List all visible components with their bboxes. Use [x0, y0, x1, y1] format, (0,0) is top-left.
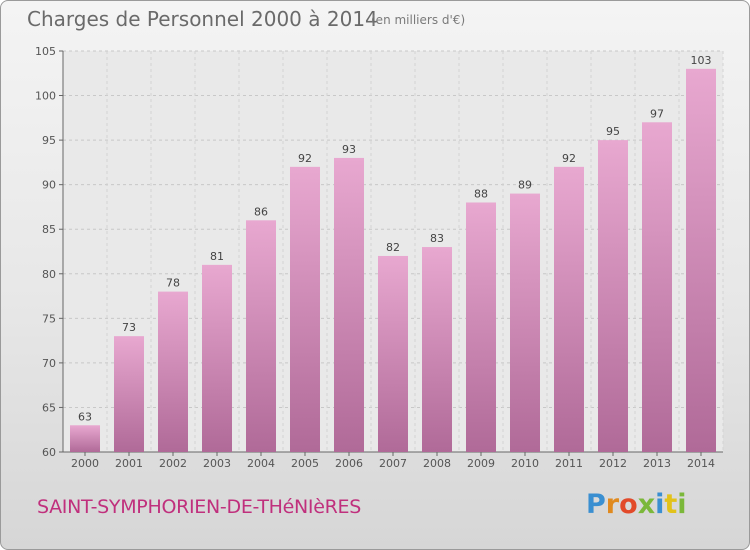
y-tick-label: 95 [42, 134, 56, 147]
x-tick-label: 2006 [335, 457, 363, 470]
y-tick-label: 85 [42, 223, 56, 236]
x-tick-label: 2012 [599, 457, 627, 470]
logo-letter: t [664, 489, 678, 520]
x-tick-label: 2010 [511, 457, 539, 470]
x-tick-label: 2001 [115, 457, 143, 470]
bars [70, 68, 716, 453]
chart-subtitle: (en milliers d'€) [371, 13, 466, 27]
x-tick-label: 2011 [555, 457, 583, 470]
data-label: 92 [562, 152, 576, 165]
x-tick-label: 2005 [291, 457, 319, 470]
x-tick-label: 2007 [379, 457, 407, 470]
bar [554, 166, 584, 452]
data-label: 78 [166, 277, 180, 290]
data-label: 103 [691, 54, 712, 67]
data-label: 97 [650, 107, 664, 120]
x-tick-label: 2002 [159, 457, 187, 470]
bar [510, 193, 540, 453]
y-tick-label: 105 [35, 45, 56, 58]
data-label: 82 [386, 241, 400, 254]
bar [466, 202, 496, 452]
bar [114, 336, 144, 452]
data-label: 83 [430, 232, 444, 245]
y-tick-label: 90 [42, 179, 56, 192]
logo-letter: i [655, 489, 665, 520]
data-label: 92 [298, 152, 312, 165]
y-tick-label: 60 [42, 446, 56, 459]
commune-name: SAINT-SYMPHORIEN-DE-THéNIèRES [37, 496, 361, 518]
data-label: 88 [474, 187, 488, 200]
bar [70, 425, 100, 452]
bar [246, 220, 276, 452]
y-tick-label: 65 [42, 401, 56, 414]
logo-letter: o [619, 489, 638, 520]
x-tick-label: 2003 [203, 457, 231, 470]
data-label: 63 [78, 410, 92, 423]
data-label: 95 [606, 125, 620, 138]
proxiti-logo[interactable]: Proxiti [586, 489, 687, 520]
data-label: 93 [342, 143, 356, 156]
logo-letter: x [637, 489, 656, 520]
y-tick-label: 70 [42, 357, 56, 370]
x-tick-label: 2008 [423, 457, 451, 470]
data-label: 89 [518, 179, 532, 192]
value-labels: 63 73 78 81 86 92 93 82 83 88 89 92 95 97 103 [78, 54, 712, 423]
x-tick-label: 2014 [687, 457, 715, 470]
data-label: 86 [254, 205, 268, 218]
bar [422, 247, 452, 452]
y-tick-label: 80 [42, 268, 56, 281]
bar [290, 166, 320, 452]
axes: 60 65 70 75 80 85 90 95 100 105 2000 2001 2002 2003 20… [35, 45, 723, 470]
x-tick-label: 2009 [467, 457, 495, 470]
bar [158, 291, 188, 452]
x-tick-label: 2004 [247, 457, 275, 470]
bar [686, 68, 716, 453]
bar [642, 122, 672, 453]
logo-letter: i [677, 489, 687, 520]
logo-letter: r [605, 489, 620, 520]
bar [202, 264, 232, 452]
bar [598, 140, 628, 452]
chart-title: Charges de Personnel 2000 à 2014 [27, 7, 378, 31]
data-label: 73 [122, 321, 136, 334]
y-tick-label: 100 [35, 90, 56, 103]
y-tick-label: 75 [42, 312, 56, 325]
x-tick-label: 2000 [71, 457, 99, 470]
data-label: 81 [210, 250, 224, 263]
logo-letter: P [586, 489, 606, 520]
x-tick-label: 2013 [643, 457, 671, 470]
bar [378, 255, 408, 452]
bar [334, 157, 364, 452]
